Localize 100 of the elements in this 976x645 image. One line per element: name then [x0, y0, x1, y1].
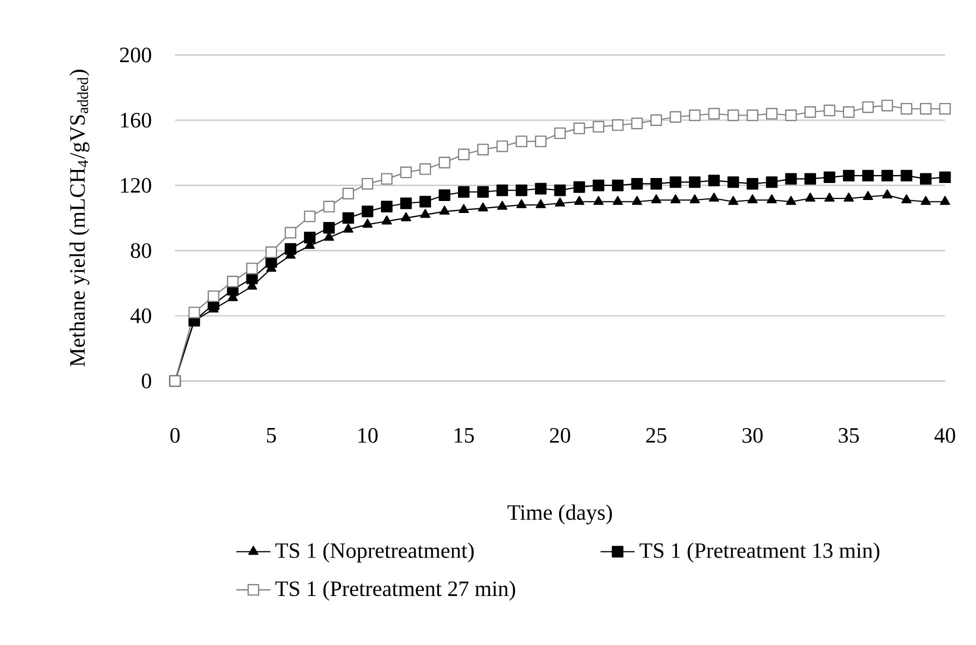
y-tick-label: 160: [121, 112, 152, 128]
point: [842, 106, 855, 118]
point: [323, 200, 335, 212]
point: [400, 198, 412, 210]
point: [920, 173, 932, 185]
point: [920, 102, 932, 115]
point: [612, 196, 623, 205]
point: [208, 290, 220, 302]
point: [554, 127, 566, 140]
point: [708, 192, 720, 202]
point: [380, 200, 393, 212]
point: [458, 148, 470, 160]
point: [304, 210, 316, 222]
y-tick-label: 80: [130, 243, 152, 258]
point: [804, 173, 816, 185]
point: [690, 194, 700, 204]
point: [901, 194, 912, 204]
point: [343, 224, 354, 233]
point: [881, 100, 894, 112]
point: [632, 196, 642, 205]
legend-label: TS 1 (Nopretreatment): [275, 542, 474, 562]
point: [708, 108, 720, 120]
point: [785, 173, 797, 185]
point: [900, 102, 912, 115]
x-tick-label: 15: [454, 428, 474, 443]
point: [534, 136, 547, 148]
point: [650, 114, 662, 126]
point: [670, 176, 682, 188]
point: [747, 194, 758, 204]
point: [804, 106, 816, 118]
point: [477, 186, 489, 198]
point: [920, 196, 931, 205]
y-axis-title: Methane yield (mLCH$_{4}$/gVS$_{added}$): [69, 70, 90, 367]
point: [246, 262, 258, 274]
point: [188, 306, 200, 318]
point: [651, 194, 662, 204]
x-tick-label: 30: [742, 428, 763, 443]
point: [516, 199, 527, 208]
point: [478, 202, 488, 212]
point: [785, 110, 797, 122]
point: [265, 246, 278, 258]
point: [612, 180, 624, 192]
point: [323, 222, 335, 234]
point: [536, 199, 546, 208]
x-axis-title: Time (days): [508, 504, 612, 524]
point: [746, 178, 758, 190]
point: [516, 184, 528, 196]
point: [554, 198, 566, 207]
point: [458, 204, 469, 214]
point: [438, 156, 450, 168]
point: [592, 180, 604, 192]
point: [284, 226, 296, 238]
point: [824, 171, 836, 184]
point: [786, 196, 796, 205]
point: [534, 182, 547, 194]
point: [573, 181, 586, 193]
point: [380, 173, 393, 185]
point: [574, 196, 584, 205]
point: [727, 110, 740, 122]
point: [900, 170, 912, 182]
point: [284, 243, 296, 255]
x-tick-label: 40: [934, 428, 956, 443]
point: [592, 120, 604, 133]
point: [842, 170, 855, 182]
point: [688, 176, 701, 188]
point: [304, 232, 316, 244]
x-tick-label: 5: [267, 428, 276, 443]
point: [940, 196, 950, 205]
point: [420, 208, 430, 218]
point: [362, 218, 373, 228]
point: [362, 178, 374, 190]
y-tick-label: 0: [142, 374, 152, 388]
point: [670, 111, 682, 123]
y-tick-label: 200: [120, 48, 152, 62]
point: [362, 206, 374, 218]
point: [458, 186, 470, 198]
point: [939, 171, 951, 184]
point: [881, 170, 894, 182]
point: [419, 196, 432, 208]
point: [554, 184, 566, 196]
legend-label: TS 1 (Pretreatment 13 min): [640, 542, 880, 562]
point: [342, 212, 354, 224]
point: [862, 170, 874, 182]
x-tick-label: 10: [358, 428, 378, 443]
point: [766, 108, 778, 120]
point: [400, 212, 412, 222]
point: [593, 196, 604, 205]
point: [496, 184, 508, 196]
point: [688, 110, 701, 122]
point: [226, 276, 239, 288]
point: [862, 191, 874, 200]
point: [631, 118, 643, 130]
point: [342, 188, 354, 200]
point: [612, 119, 624, 131]
point: [805, 192, 816, 202]
point: [824, 192, 835, 202]
point: [882, 189, 892, 198]
point: [631, 178, 643, 190]
point: [496, 140, 508, 152]
point: [766, 194, 777, 204]
